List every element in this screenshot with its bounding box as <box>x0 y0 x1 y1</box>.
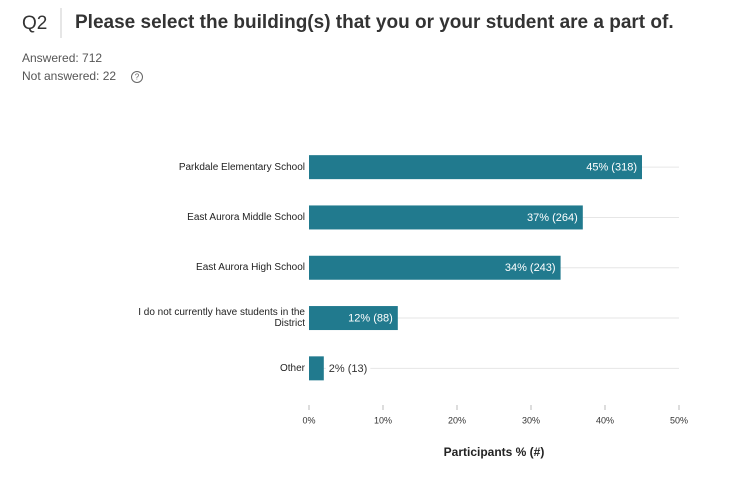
x-tick-label: 10% <box>374 415 392 425</box>
x-tick-label: 0% <box>302 415 315 425</box>
bar <box>309 306 398 331</box>
value-label: 2% (13) <box>329 363 368 375</box>
bar <box>309 356 324 381</box>
x-tick-label: 30% <box>522 415 540 425</box>
category-label: Other <box>279 362 305 374</box>
bar <box>309 155 642 180</box>
category-label-box: Other <box>279 362 305 374</box>
value-label: 37% (264) <box>527 212 578 224</box>
chart-title: Please select the building(s) that you o… <box>75 12 674 33</box>
x-tick-label: 50% <box>670 415 688 425</box>
value-label: 12% (88) <box>348 312 393 324</box>
category-label-box: Parkdale Elementary School <box>178 161 305 173</box>
not-answered: Not answered: 22 <box>22 69 116 83</box>
bar <box>309 255 561 280</box>
category-label: I do not currently have students in the … <box>138 307 305 330</box>
bar <box>309 205 583 230</box>
value-label: 34% (243) <box>505 262 556 274</box>
category-label-box: East Aurora Middle School <box>187 211 305 223</box>
x-tick-label: 20% <box>448 415 466 425</box>
x-tick-label: 40% <box>596 415 614 425</box>
answered: Answered: 712 <box>22 51 102 65</box>
category-label: East Aurora Middle School <box>187 211 305 223</box>
x-axis-label: Participants % (#) <box>444 445 545 459</box>
svg-text:?: ? <box>135 73 140 82</box>
category-label-box: East Aurora High School <box>196 262 305 274</box>
category-label: East Aurora High School <box>196 262 305 274</box>
help-icon[interactable]: ? <box>131 71 143 83</box>
category-label: Parkdale Elementary School <box>178 161 305 173</box>
value-label: 45% (318) <box>586 162 637 174</box>
question-number: Q2 <box>22 13 47 34</box>
label-background <box>325 360 371 377</box>
category-label-box: I do not currently have students in the … <box>138 307 305 330</box>
